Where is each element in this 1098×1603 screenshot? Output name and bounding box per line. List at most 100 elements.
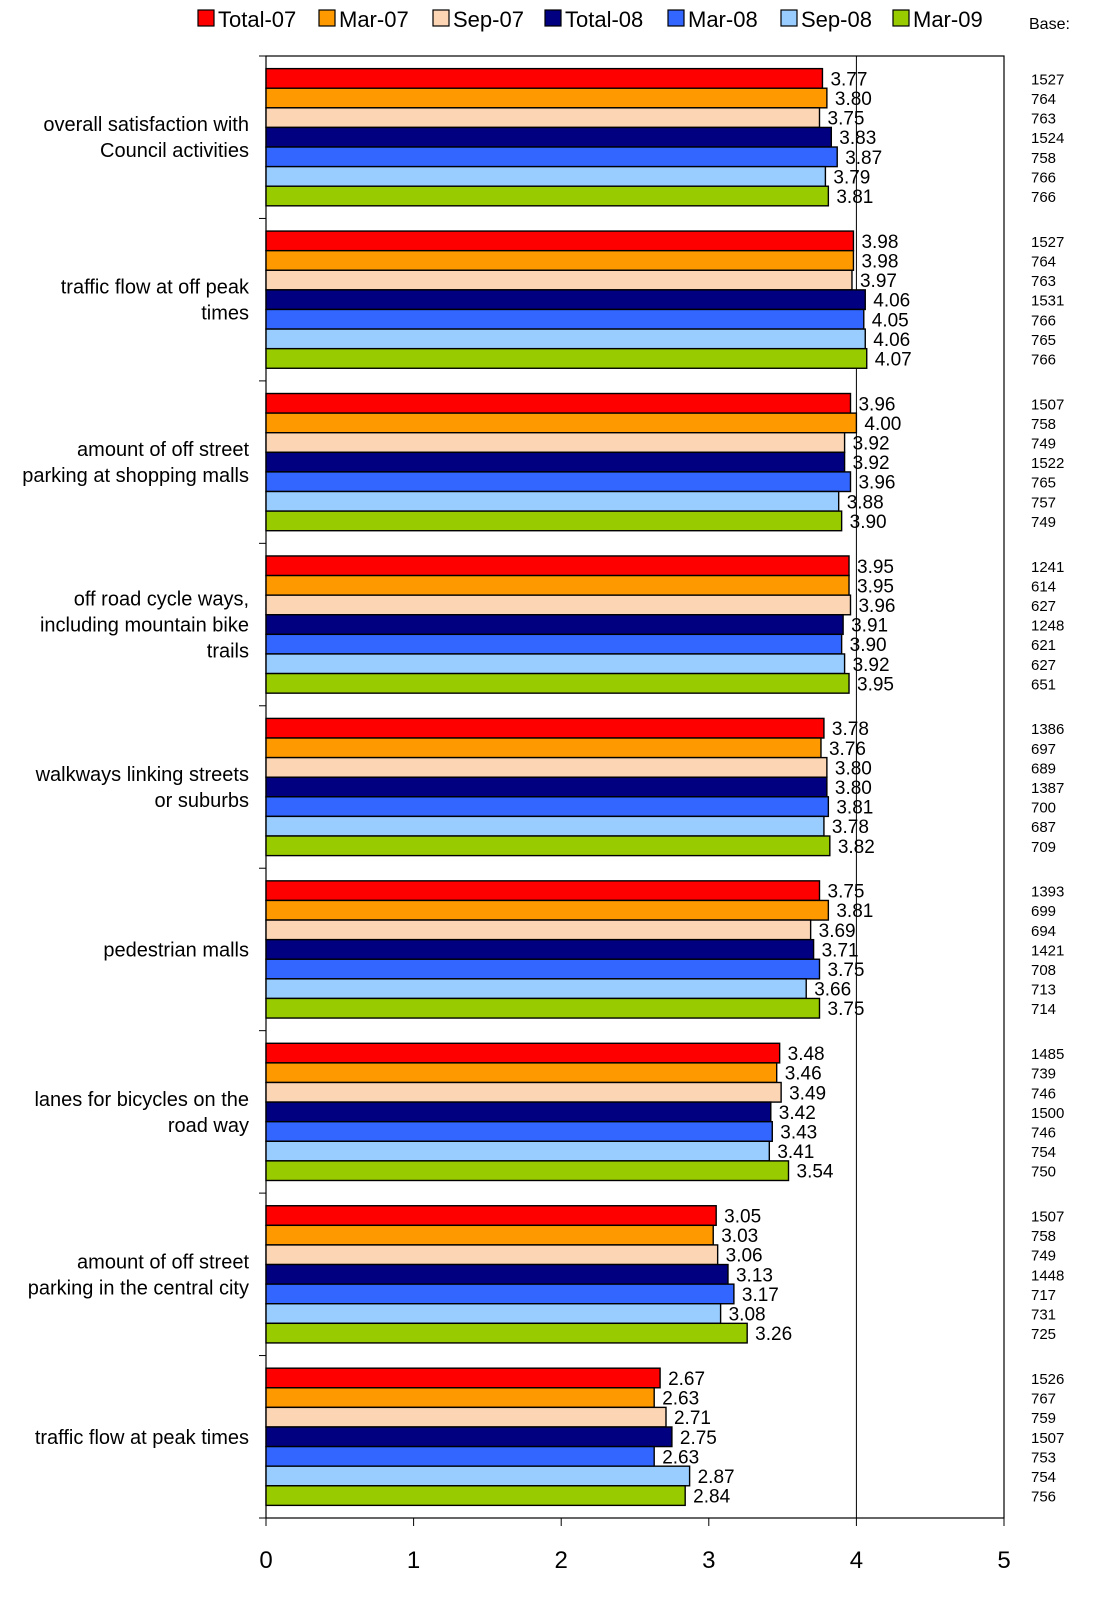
base-value: 749 <box>1031 514 1056 531</box>
data-label: 3.98 <box>861 232 898 253</box>
base-value: 1421 <box>1031 942 1064 959</box>
category-label: amount of off street <box>77 439 249 461</box>
category-label: times <box>201 303 249 325</box>
bar <box>265 1244 719 1266</box>
base-value: 1248 <box>1031 618 1064 635</box>
data-label: 3.66 <box>814 980 851 1001</box>
base-value: 767 <box>1031 1391 1056 1408</box>
data-label: 3.05 <box>724 1207 761 1228</box>
bar <box>265 1485 686 1507</box>
bar <box>265 67 824 89</box>
legend-label: Mar-08 <box>688 7 758 32</box>
bar <box>265 1042 781 1064</box>
base-value: 1387 <box>1031 780 1064 797</box>
bar <box>265 815 825 837</box>
category-label: traffic flow at peak times <box>35 1427 249 1449</box>
bar <box>265 1101 772 1123</box>
base-value: 1500 <box>1031 1105 1064 1122</box>
legend-swatch <box>544 9 562 27</box>
base-value: 1526 <box>1031 1371 1064 1388</box>
data-label: 3.97 <box>860 271 897 292</box>
data-label: 4.05 <box>872 310 909 331</box>
bar <box>265 574 850 596</box>
base-value: 1448 <box>1031 1267 1064 1284</box>
bar <box>265 347 868 369</box>
base-value: 766 <box>1031 189 1056 206</box>
bar <box>265 653 846 675</box>
legend-swatch <box>780 9 798 27</box>
legend-label: Sep-07 <box>453 7 524 32</box>
data-label: 3.75 <box>828 882 865 903</box>
base-value: 756 <box>1031 1489 1056 1506</box>
base-value: 714 <box>1031 1001 1056 1018</box>
x-tick-label: 2 <box>555 1547 568 1574</box>
base-value: 763 <box>1031 273 1056 290</box>
base-value: 1485 <box>1031 1046 1064 1063</box>
bar <box>265 230 855 252</box>
bar <box>265 185 830 207</box>
data-label: 3.76 <box>829 739 866 760</box>
base-value: 758 <box>1031 416 1056 433</box>
bar <box>265 1387 655 1409</box>
base-value: 1393 <box>1031 884 1064 901</box>
base-value: 708 <box>1031 962 1056 979</box>
data-label: 3.78 <box>832 817 869 838</box>
bar <box>265 269 853 291</box>
base-value: 1527 <box>1031 71 1064 88</box>
data-label: 3.90 <box>850 512 887 533</box>
data-label: 3.80 <box>835 758 872 779</box>
bar <box>265 633 843 655</box>
x-tick-label: 1 <box>407 1547 420 1574</box>
data-label: 3.75 <box>828 960 865 981</box>
base-value: 694 <box>1031 923 1056 940</box>
data-label: 3.49 <box>789 1083 826 1104</box>
base-value: 754 <box>1031 1469 1056 1486</box>
data-label: 3.71 <box>822 940 859 961</box>
x-tick-label: 4 <box>850 1547 863 1574</box>
data-label: 3.82 <box>838 837 875 858</box>
data-label: 2.87 <box>698 1467 735 1488</box>
data-label: 3.98 <box>861 251 898 272</box>
base-value: 765 <box>1031 332 1056 349</box>
legend-label: Total-07 <box>218 7 296 32</box>
data-label: 3.92 <box>853 655 890 676</box>
base-value: 758 <box>1031 150 1056 167</box>
bar <box>265 289 866 311</box>
data-label: 3.95 <box>857 576 894 597</box>
bar <box>265 1426 673 1448</box>
base-value: 1507 <box>1031 396 1064 413</box>
base-value: 709 <box>1031 839 1056 856</box>
bar <box>265 1062 778 1084</box>
data-label: 3.48 <box>788 1044 825 1065</box>
legend-swatch <box>318 9 336 27</box>
bar <box>265 412 858 434</box>
base-value: 1531 <box>1031 293 1064 310</box>
data-label: 3.81 <box>836 187 873 208</box>
data-label: 4.06 <box>873 291 910 312</box>
data-label: 3.75 <box>828 999 865 1020</box>
bar <box>265 614 844 636</box>
category-label: road way <box>168 1115 249 1137</box>
data-label: 2.84 <box>693 1487 730 1508</box>
base-value: 749 <box>1031 1248 1056 1265</box>
bar <box>265 919 812 941</box>
base-value: 627 <box>1031 657 1056 674</box>
bar <box>265 717 825 739</box>
bar <box>265 1406 667 1428</box>
base-value: 764 <box>1031 253 1056 270</box>
bar <box>265 1140 771 1162</box>
bar <box>265 1160 790 1182</box>
category-label: trails <box>207 641 249 663</box>
bar <box>265 1465 691 1487</box>
bar <box>265 737 822 759</box>
data-label: 3.96 <box>858 394 895 415</box>
category-label: Council activities <box>100 140 249 162</box>
base-value: 739 <box>1031 1066 1056 1083</box>
bar <box>265 126 833 148</box>
data-label: 2.71 <box>674 1408 711 1429</box>
data-label: 3.69 <box>819 921 856 942</box>
base-value: 758 <box>1031 1228 1056 1245</box>
data-label: 3.42 <box>779 1103 816 1124</box>
base-value: 766 <box>1031 351 1056 368</box>
bar <box>265 776 828 798</box>
